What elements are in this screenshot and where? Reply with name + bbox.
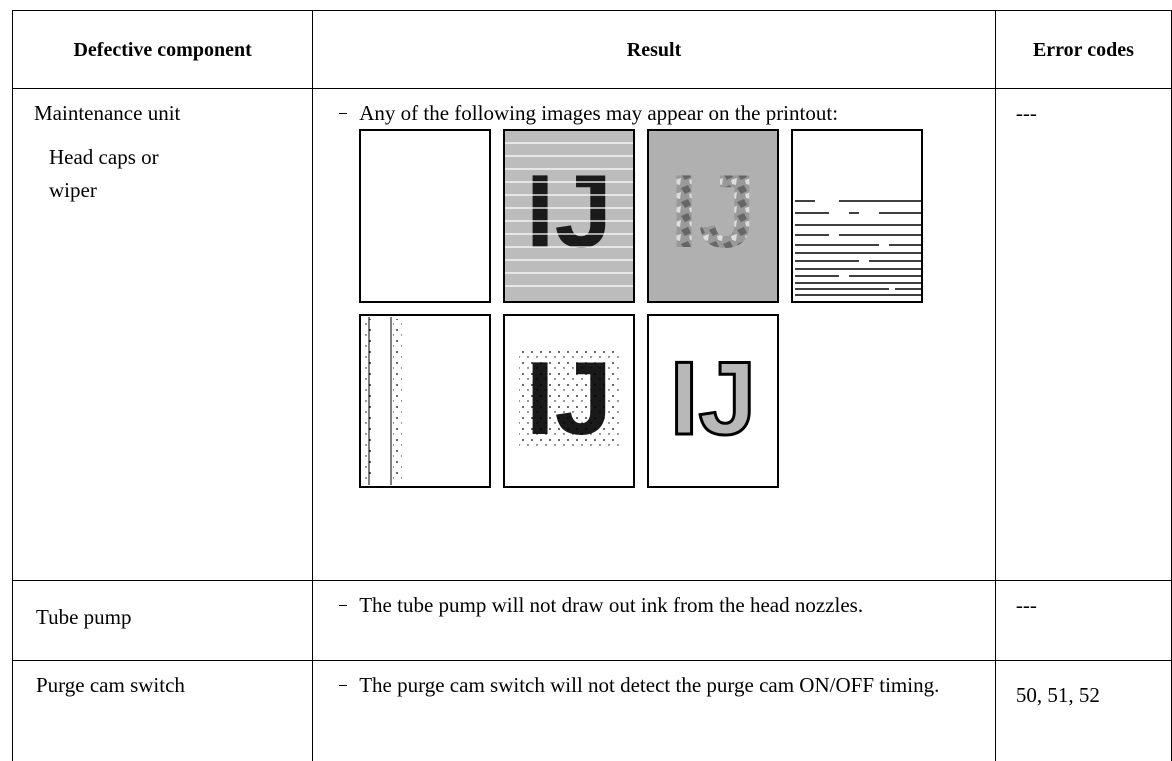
- image-streaks: IJ: [503, 129, 636, 303]
- sample-text: IJ: [526, 154, 613, 270]
- image-broken-lines: [791, 129, 924, 303]
- header-cell: Error codes: [994, 10, 1172, 89]
- dash: [339, 605, 348, 606]
- image-mixed-color: IJ: [647, 129, 780, 303]
- cell: ---: [994, 580, 1172, 661]
- header-cell: Defective component: [11, 10, 314, 89]
- image-vertical-streaks: [359, 314, 492, 488]
- dash: [339, 685, 348, 686]
- cell: Tube pump: [11, 580, 314, 661]
- error-codes: ---: [1015, 593, 1037, 617]
- subcomponent: Head caps or wiper: [49, 145, 159, 202]
- component: Purge cam switch: [36, 673, 185, 697]
- result: Any of the following images may appear o…: [313, 89, 995, 125]
- cell: ---: [994, 88, 1172, 581]
- defect-table: Defective component Result Error codes M…: [11, 10, 1172, 761]
- cell: Any of the following images may appear o…: [312, 88, 996, 581]
- row: Maintenance unit Head caps or wiper Any …: [11, 88, 1172, 581]
- header-row: Defective component Result Error codes: [11, 10, 1172, 89]
- image-blank: [359, 129, 492, 303]
- component: Tube pump: [36, 605, 132, 629]
- sample-images: IJ IJ IJ IJ: [359, 129, 924, 488]
- error-codes: ---: [1015, 101, 1037, 125]
- result: The tube pump will not draw out ink from…: [313, 581, 995, 617]
- cell: The tube pump will not draw out ink from…: [312, 580, 996, 661]
- cell: 50, 51, 52: [994, 660, 1172, 761]
- error-codes: 50, 51, 52: [1015, 683, 1100, 707]
- cell: Maintenance unit Head caps or wiper: [11, 88, 314, 581]
- result-text: The tube pump will not draw out ink from…: [359, 593, 864, 617]
- component: Maintenance unit: [34, 101, 181, 125]
- cell: The purge cam switch will not detect the…: [312, 660, 996, 761]
- header-cell: Result: [312, 10, 996, 89]
- row: Purge cam switch The purge cam switch wi…: [11, 660, 1172, 761]
- result: The purge cam switch will not detect the…: [313, 661, 995, 697]
- sample-text: IJ: [670, 154, 757, 270]
- sample-text: IJ: [670, 341, 757, 457]
- image-faint: IJ: [647, 314, 780, 488]
- image-speckles: IJ: [503, 314, 636, 488]
- cell: Purge cam switch: [11, 660, 314, 761]
- result-text: Any of the following images may appear o…: [359, 101, 839, 125]
- result-text: The purge cam switch will not detect the…: [359, 673, 940, 697]
- dash: [339, 113, 348, 114]
- row: Tube pump The tube pump will not draw ou…: [11, 580, 1172, 661]
